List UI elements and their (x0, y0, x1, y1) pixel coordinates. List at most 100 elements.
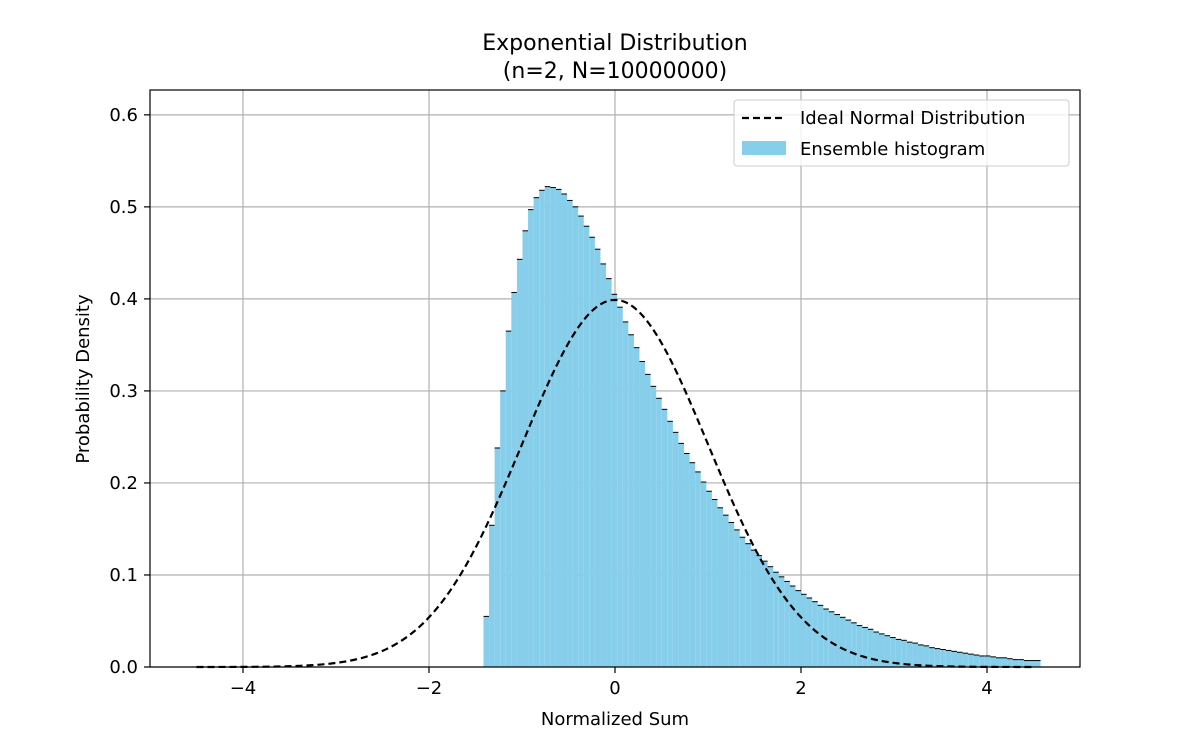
histogram-bar (812, 601, 818, 667)
histogram-bar (555, 189, 562, 667)
histogram-bar (500, 390, 506, 667)
histogram-bar (706, 491, 712, 667)
histogram-bar (968, 654, 974, 667)
histogram-bar (1029, 660, 1035, 667)
legend-label-histogram: Ensemble histogram (800, 139, 985, 160)
histogram-bar (828, 611, 835, 667)
histogram-bar (817, 605, 824, 667)
histogram-bar (840, 617, 846, 667)
histogram-bar (884, 635, 891, 667)
x-tick-label: 2 (795, 678, 806, 699)
histogram-bar (717, 507, 724, 667)
histogram-bar (940, 649, 946, 667)
histogram-bar (984, 655, 991, 667)
y-tick-label: 0.6 (109, 105, 138, 126)
histogram-bar (583, 226, 590, 668)
histogram-bar (789, 586, 796, 667)
histogram-bar (873, 632, 879, 667)
y-tick-label: 0.0 (109, 657, 138, 678)
normal-curve-path (196, 298, 1034, 669)
chart-subtitle: (n=2, N=10000000) (503, 59, 727, 84)
y-tick-label: 0.2 (109, 473, 138, 494)
x-tick-label: 4 (981, 678, 992, 699)
histogram-bar (511, 292, 517, 667)
chart-title: Exponential Distribution (482, 31, 747, 56)
histogram-bar (1018, 659, 1024, 667)
histogram-bar (912, 643, 918, 667)
histogram-bar (661, 409, 668, 667)
histogram-bar (795, 590, 802, 667)
legend-label-normal: Ideal Normal Distribution (800, 108, 1025, 129)
histogram-bar (784, 581, 790, 667)
histogram-bar (979, 655, 985, 667)
histogram-bar (617, 307, 623, 667)
x-tick-label: −2 (416, 678, 443, 699)
histogram-bar (1001, 657, 1008, 667)
histogram-bar (684, 453, 690, 667)
histogram-bar (890, 637, 896, 667)
histogram-bar (700, 482, 707, 667)
histogram-bar (756, 555, 763, 667)
histogram-bar (906, 642, 913, 667)
histogram-bar (494, 447, 501, 667)
x-tick-label: −4 (230, 678, 257, 699)
histogram-bar (750, 550, 757, 667)
histogram-bar (544, 186, 551, 667)
histogram-bar (945, 650, 952, 667)
histogram-bar (678, 443, 685, 667)
legend-box (733, 99, 1070, 167)
histogram-bar (572, 206, 579, 667)
histogram-bar (550, 187, 556, 667)
histogram-bar (990, 656, 996, 667)
histogram-bar (578, 216, 584, 668)
histogram-bar (901, 640, 907, 667)
histogram-bar (745, 543, 751, 667)
histogram-bar (672, 432, 679, 667)
x-axis-ticks: −4 −2 0 2 4 (230, 667, 993, 699)
y-axis-ticks: 0.0 0.1 0.2 0.3 0.4 0.5 0.6 (109, 105, 150, 678)
histogram-bar (667, 421, 673, 667)
histogram-bar (1034, 660, 1041, 667)
histogram-bar (962, 653, 969, 667)
histogram-bar (711, 499, 718, 667)
histogram-bar (773, 572, 779, 667)
histogram-bar (1007, 658, 1013, 667)
histogram-bar (917, 644, 924, 667)
histogram-bar (633, 347, 640, 667)
histogram-bar (522, 230, 529, 667)
histogram-bar (801, 594, 807, 667)
histogram-bar (778, 576, 785, 667)
histogram-bar (856, 625, 863, 667)
normal-curve (196, 298, 1034, 669)
histogram-bar (723, 515, 729, 667)
histogram-bar (929, 647, 935, 667)
histogram-bar (483, 616, 490, 667)
histogram-bar (934, 648, 941, 667)
histogram-bar (851, 622, 857, 667)
histogram-bar (762, 561, 768, 667)
histogram-bar (867, 629, 874, 667)
histogram-bar (639, 361, 646, 667)
histogram-bar (895, 639, 902, 667)
histogram-bar (806, 597, 813, 667)
histogram-bar (489, 525, 495, 667)
histogram-bar (594, 249, 601, 667)
histogram-bars (483, 186, 1041, 668)
y-tick-label: 0.5 (109, 197, 138, 218)
histogram-bar (516, 259, 523, 667)
histogram-bar (505, 331, 512, 667)
y-tick-label: 0.3 (109, 381, 138, 402)
histogram-bar (923, 645, 930, 667)
histogram-bar (622, 321, 629, 667)
histogram-bar (951, 651, 957, 667)
histogram-bar (611, 294, 618, 667)
histogram-bar (834, 614, 841, 667)
histogram-bar (1023, 660, 1030, 667)
histogram-bar (956, 652, 963, 667)
histogram-bar (845, 620, 852, 667)
legend: Ideal Normal Distribution Ensemble histo… (733, 99, 1070, 167)
histogram-bar (600, 263, 607, 667)
y-axis-label: Probability Density (73, 294, 94, 464)
histogram-bar (878, 633, 885, 667)
